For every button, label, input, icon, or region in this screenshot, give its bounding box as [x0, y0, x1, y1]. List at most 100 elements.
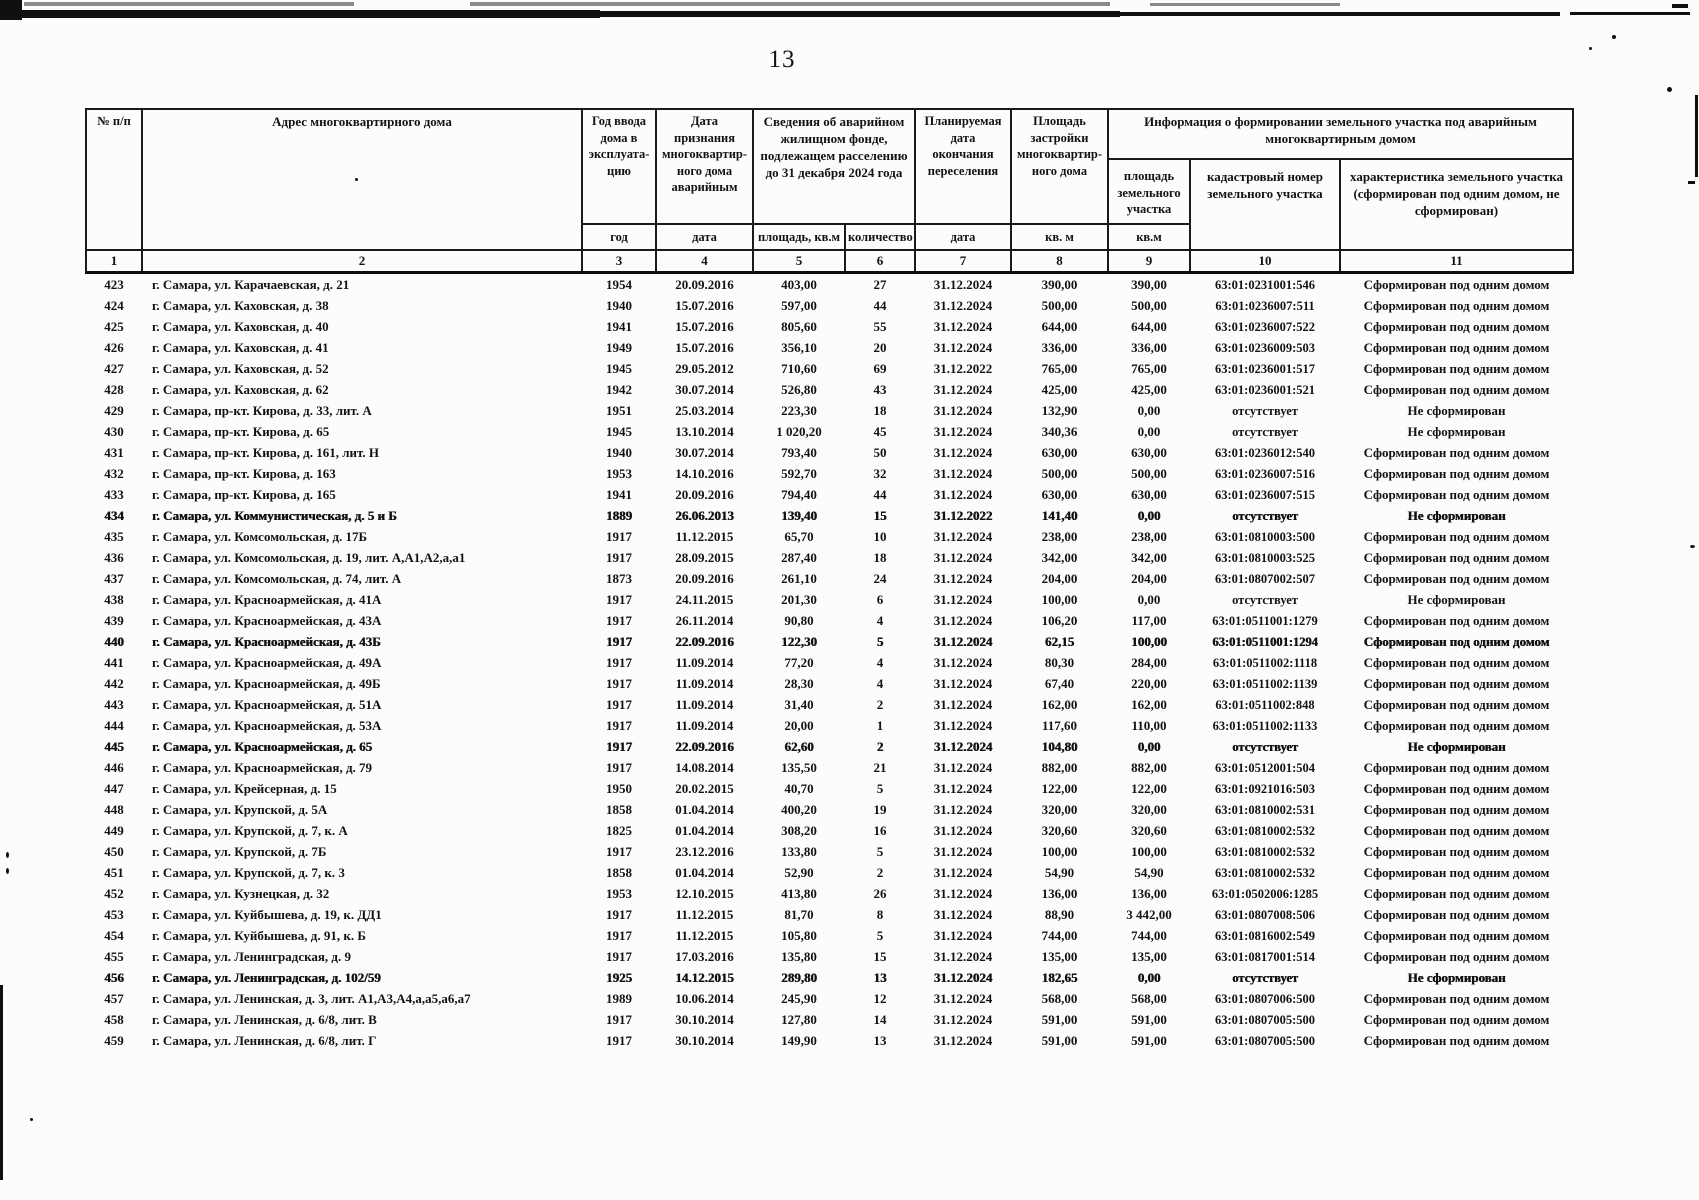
cell: 31.12.2024 — [933, 717, 993, 733]
cell: 31.12.2024 — [933, 927, 993, 943]
cell: г. Самара, ул. Крейсерная, д. 15 — [152, 780, 337, 796]
cell: 1 — [876, 717, 884, 733]
cell: 63:01:0921016:503 — [1215, 781, 1315, 796]
cell: 135,50 — [781, 759, 817, 775]
cell: 69 — [873, 360, 887, 376]
table-row: 427 г. Самара, ул. Каховская, д. 52 1945 29… — [86, 358, 1573, 379]
cell: 592,70 — [781, 465, 817, 481]
cell: Сформирован под одним домом — [1363, 906, 1550, 922]
cell: 204,00 — [1131, 570, 1167, 586]
cell: 135,00 — [1041, 948, 1078, 964]
table-row: 455 г. Самара, ул. Ленинградская, д. 9 191… — [86, 946, 1573, 967]
cell: 31.12.2024 — [933, 1032, 993, 1048]
cell: Сформирован под одним домом — [1363, 990, 1550, 1006]
cell: 132,90 — [1041, 402, 1078, 418]
cell: 63:01:0511001:1279 — [1212, 613, 1318, 628]
cell: 65,70 — [784, 528, 814, 544]
header-emergency-fund-group: Сведения об аварийном жилищном фонде, по… — [752, 108, 916, 225]
scan-edge-line-right — [1695, 95, 1698, 177]
cell: 1917 — [606, 843, 632, 859]
cell: 423 — [104, 276, 124, 292]
cell: 457 — [104, 990, 124, 1006]
cell: 1953 — [606, 465, 632, 481]
col-num-11: 11 — [1338, 249, 1575, 274]
cell: 15.07.2016 — [675, 297, 734, 313]
scan-speck — [30, 1118, 33, 1121]
cell: г. Самара, ул. Кузнецкая, д. 32 — [152, 885, 330, 901]
scan-speck — [1667, 87, 1672, 92]
table-row: 441 г. Самара, ул. Красноармейская, д. 49… — [86, 652, 1573, 673]
cell: 162,00 — [1041, 696, 1078, 712]
cell: 11.09.2014 — [675, 717, 734, 733]
cell: 31.12.2024 — [933, 381, 993, 397]
cell: 1950 — [606, 780, 632, 796]
cell: 135,00 — [1131, 948, 1167, 964]
table-row: 436 г. Самара, ул. Комсомольская, д. 19, … — [86, 547, 1573, 568]
cell: Сформирован под одним домом — [1363, 780, 1550, 796]
cell: Сформирован под одним домом — [1363, 297, 1550, 313]
cell: Сформирован под одним домом — [1363, 1011, 1550, 1027]
cell: 31.12.2022 — [933, 507, 993, 523]
cell: 44 — [873, 486, 887, 502]
cell: 24 — [873, 570, 887, 586]
cell: 62,60 — [784, 738, 814, 754]
table-row: 433 г. Самара, пр-кт. Кирова, д. 165 1941 2… — [86, 484, 1573, 505]
cell: г. Самара, ул. Коммунистическая, д. 5 и … — [152, 507, 397, 523]
cell: Не сформирован — [1407, 402, 1506, 418]
cell: 24.11.2015 — [675, 591, 734, 607]
cell: 447 — [104, 780, 124, 796]
cell: 11.09.2014 — [675, 654, 734, 670]
cell: 441 — [104, 654, 124, 670]
cell: 11.12.2015 — [675, 528, 734, 544]
cell: 18 — [873, 549, 887, 565]
cell: г. Самара, ул. Каховская, д. 41 — [152, 339, 329, 355]
cell: 591,00 — [1041, 1011, 1078, 1027]
cell: 31.12.2024 — [933, 696, 993, 712]
cell: 744,00 — [1131, 927, 1167, 943]
cell: 400,20 — [781, 801, 817, 817]
cell: 8 — [876, 906, 884, 922]
cell: 4 — [876, 654, 884, 670]
header-land-info-group: Информация о формировании земельного уча… — [1106, 108, 1575, 160]
cell: отсутствует — [1232, 424, 1298, 439]
cell: 439 — [104, 612, 124, 628]
cell: 63:01:0236001:517 — [1215, 361, 1315, 376]
table-row: 447 г. Самара, ул. Крейсерная, д. 15 1950 2… — [86, 778, 1573, 799]
cell: 22.09.2016 — [675, 633, 734, 649]
cell: 438 — [104, 591, 124, 607]
cell: 238,00 — [1041, 528, 1078, 544]
cell: 63:01:0817001:514 — [1215, 949, 1315, 964]
cell: 2 — [876, 696, 884, 712]
cell: 63:01:0807005:500 — [1215, 1033, 1315, 1048]
cell: 1917 — [606, 633, 632, 649]
cell: 500,00 — [1041, 465, 1078, 481]
header-date-declared: Дата признания многоквартир- ного дома а… — [655, 108, 754, 225]
cell: 16 — [873, 822, 887, 838]
cell: г. Самара, ул. Красноармейская, д. 51А — [152, 696, 382, 712]
header-footprint-area: Площадь застройки многоквартир- ного дом… — [1010, 108, 1109, 225]
cell: 31.12.2024 — [933, 549, 993, 565]
cell: 63:01:0511002:1139 — [1212, 676, 1318, 691]
emergency-housing-table: № п/п Адрес многоквартирного дома Год вв… — [85, 108, 1575, 1051]
cell: Сформирован под одним домом — [1363, 927, 1550, 943]
cell: Не сформирован — [1407, 507, 1506, 523]
cell: Сформирован под одним домом — [1363, 486, 1550, 502]
cell: 5 — [876, 780, 884, 796]
table-row: 451 г. Самара, ул. Крупской, д. 7, к. 3 18… — [86, 862, 1573, 883]
cell: Сформирован под одним домом — [1363, 339, 1550, 355]
cell: отсутствует — [1232, 970, 1298, 985]
cell: 1940 — [606, 297, 632, 313]
header-planned-date: Планируемая дата окончания переселения — [914, 108, 1012, 225]
cell: 31.12.2024 — [933, 318, 993, 334]
col-num-7: 7 — [914, 249, 1012, 274]
cell: 1953 — [606, 885, 632, 901]
scan-tick — [1688, 181, 1695, 184]
cell: 1945 — [606, 360, 632, 376]
scan-bar-gray — [470, 2, 1110, 6]
cell: 50 — [873, 444, 887, 460]
cell: 644,00 — [1131, 318, 1167, 334]
cell: 31.12.2024 — [933, 612, 993, 628]
cell: 1917 — [606, 906, 632, 922]
cell: отсутствует — [1232, 403, 1298, 418]
cell: 0,00 — [1137, 402, 1161, 418]
